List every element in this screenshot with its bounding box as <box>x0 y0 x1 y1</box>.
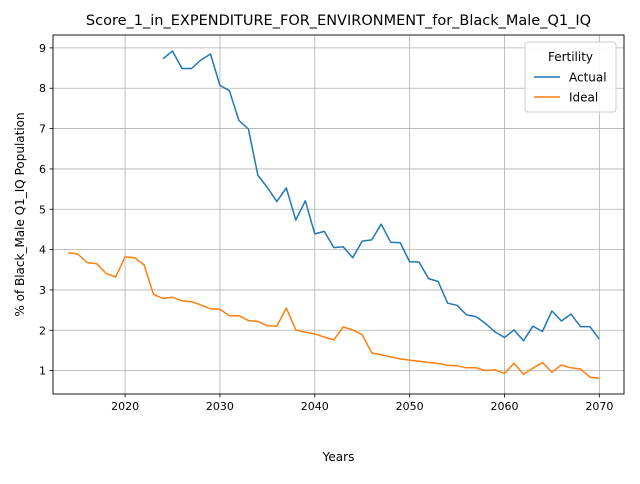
y-tick-label: 7 <box>39 123 46 136</box>
y-tick-label: 5 <box>39 203 46 216</box>
legend: Fertility Actual Ideal <box>524 41 617 113</box>
x-axis-label: Years <box>322 450 355 464</box>
y-tick-label: 2 <box>39 324 46 337</box>
x-tick-label: 2040 <box>301 400 329 413</box>
x-tick-label: 2050 <box>396 400 424 413</box>
x-tick-label: 2060 <box>490 400 518 413</box>
x-tick-label: 2030 <box>206 400 234 413</box>
series-line-actual <box>162 50 600 342</box>
legend-label-actual: Actual <box>569 71 607 85</box>
axis-ticks: 2020 2030 2040 2050 2060 2070 1 2 3 4 5 6 7 8 9 <box>39 42 613 413</box>
chart-title: Score_1_in_EXPENDITURE_FOR_ENVIRONMENT_f… <box>86 13 591 29</box>
legend-box <box>524 41 617 113</box>
grid-lines <box>53 35 624 394</box>
legend-title: Fertility <box>548 50 593 64</box>
y-tick-label: 6 <box>39 163 46 176</box>
series-line-ideal <box>68 252 600 380</box>
y-axis-label: % of Black_Male Q1_IQ Population <box>13 112 27 316</box>
y-tick-label: 8 <box>39 82 46 95</box>
series-lines <box>68 50 600 380</box>
y-tick-label: 1 <box>39 365 46 378</box>
y-tick-label: 3 <box>39 284 46 297</box>
y-tick-label: 9 <box>39 42 46 55</box>
x-tick-label: 2070 <box>585 400 613 413</box>
plot-frame <box>52 34 625 395</box>
legend-label-ideal: Ideal <box>569 91 598 105</box>
y-tick-label: 4 <box>39 244 46 257</box>
x-tick-label: 2020 <box>111 400 139 413</box>
